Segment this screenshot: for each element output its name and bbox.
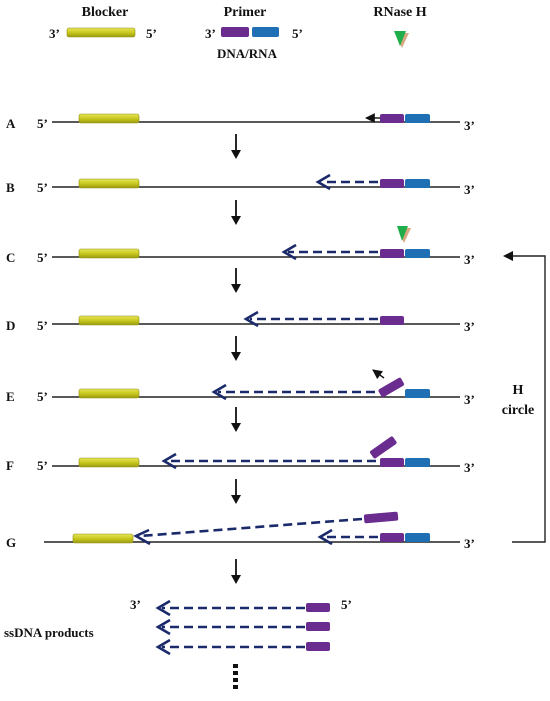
- primer-3prime-label: 3’: [205, 26, 216, 41]
- row-5prime-label: 5’: [37, 389, 48, 404]
- blocker-bar: [78, 248, 140, 259]
- row-letter: D: [6, 318, 15, 333]
- down-arrow-icon: [231, 336, 241, 361]
- products-5prime-label: 5’: [341, 597, 352, 612]
- primer-dna-segment: [380, 114, 404, 123]
- primer-rna-segment: [405, 389, 430, 398]
- row-letter: G: [6, 535, 16, 550]
- row-letter: C: [6, 250, 15, 265]
- down-arrow-icon: [231, 559, 241, 584]
- new-extension-arrowhead: [317, 528, 333, 546]
- row-G: G 3’: [6, 511, 475, 551]
- row-letter: A: [6, 116, 16, 131]
- released-strand-dashed-line: [139, 517, 363, 538]
- row-3prime-label: 3’: [464, 182, 475, 197]
- loop-arrowhead: [503, 251, 513, 261]
- blocker-bar: [78, 178, 140, 189]
- blocker-title: Blocker: [82, 5, 129, 20]
- primer-subtitle: DNA/RNA: [217, 46, 278, 61]
- new-extension-start-arrow: [372, 369, 385, 380]
- row-3prime-label: 3’: [464, 118, 475, 133]
- extension-arrowhead: [243, 310, 259, 328]
- row-5prime-label: 5’: [37, 250, 48, 265]
- down-arrow-icon: [231, 407, 241, 432]
- rnase-h-icon: [397, 226, 411, 243]
- h-circle-loop: H circle: [502, 251, 546, 543]
- extension-arrowhead: [211, 383, 227, 401]
- primer-title: Primer: [224, 5, 267, 20]
- primer-dna-segment: [380, 458, 404, 467]
- row-B: B 5’ 3’: [6, 173, 475, 197]
- rnase-h-icon: [394, 31, 409, 48]
- row-letter: F: [6, 458, 14, 473]
- primer-rna-segment: [405, 458, 430, 467]
- displaced-primer-dna: [378, 377, 405, 398]
- loop-connector: [512, 255, 546, 543]
- blocker-bar: [78, 315, 140, 326]
- legend-primer-dna-segment: [221, 27, 249, 37]
- primer-dna-segment: [380, 179, 404, 188]
- rnase-title: RNase H: [373, 5, 426, 20]
- row-D: D 5’ 3’: [6, 310, 475, 334]
- extension-arrowhead: [161, 452, 177, 470]
- product-strand: [155, 618, 330, 636]
- h-circle-label-line1: H: [513, 383, 524, 398]
- down-arrow-icon: [231, 134, 241, 159]
- legend-blocker-bar: [66, 27, 136, 38]
- row-5prime-label: 5’: [37, 180, 48, 195]
- blocker-3prime-label: 3’: [49, 26, 60, 41]
- products-label: ssDNA products: [4, 625, 94, 640]
- ssdna-products: 3’ 5’ ssDNA products: [4, 597, 352, 689]
- down-arrow-icon: [231, 268, 241, 293]
- primer-dna-segment: [380, 249, 404, 258]
- blocker-5prime-label: 5’: [146, 26, 157, 41]
- row-3prime-label: 3’: [464, 536, 475, 551]
- row-3prime-label: 3’: [464, 319, 475, 334]
- blocker-bar: [78, 113, 140, 124]
- primer-rna-segment: [405, 179, 430, 188]
- product-strand: [155, 638, 330, 656]
- primer-dna-segment: [380, 316, 404, 325]
- down-arrow-icon: [231, 479, 241, 504]
- legend-primer-rna-segment: [252, 27, 279, 37]
- primer-rna-segment: [405, 533, 430, 542]
- blocker-bar: [78, 457, 140, 468]
- h-circle-label-line2: circle: [502, 403, 534, 418]
- down-arrow-icon: [231, 200, 241, 225]
- extension-arrowhead: [315, 173, 331, 191]
- displaced-strand-end: [370, 436, 397, 459]
- row-A: A 5’ 3’: [6, 113, 475, 133]
- legend: Blocker 3’ 5’ Primer 3’ 5’ DNA/RNA RNase…: [49, 5, 427, 61]
- released-strand-arrowhead: [133, 528, 151, 546]
- row-E: E 5’ 3’: [6, 369, 475, 407]
- row-letter: E: [6, 389, 15, 404]
- extension-arrowhead: [281, 243, 297, 261]
- primer-rna-segment: [405, 249, 430, 258]
- row-5prime-label: 5’: [37, 116, 48, 131]
- row-5prime-label: 5’: [37, 458, 48, 473]
- primer-rna-segment: [405, 114, 430, 123]
- product-strand: [155, 599, 330, 617]
- row-3prime-label: 3’: [464, 460, 475, 475]
- primer-5prime-label: 5’: [292, 26, 303, 41]
- row-3prime-label: 3’: [464, 392, 475, 407]
- primer-dna-segment: [380, 533, 404, 542]
- row-letter: B: [6, 180, 15, 195]
- row-C: C 5’ 3’: [6, 226, 475, 267]
- products-3prime-label: 3’: [130, 597, 141, 612]
- released-strand-primer-end: [363, 511, 399, 524]
- row-3prime-label: 3’: [464, 252, 475, 267]
- row-5prime-label: 5’: [37, 318, 48, 333]
- row-F: F 5’ 3’: [6, 436, 475, 475]
- step-arrows: [231, 134, 241, 584]
- blocker-bar: [78, 388, 140, 399]
- ellipsis-icon: [233, 664, 238, 689]
- blocker-bar: [72, 533, 134, 544]
